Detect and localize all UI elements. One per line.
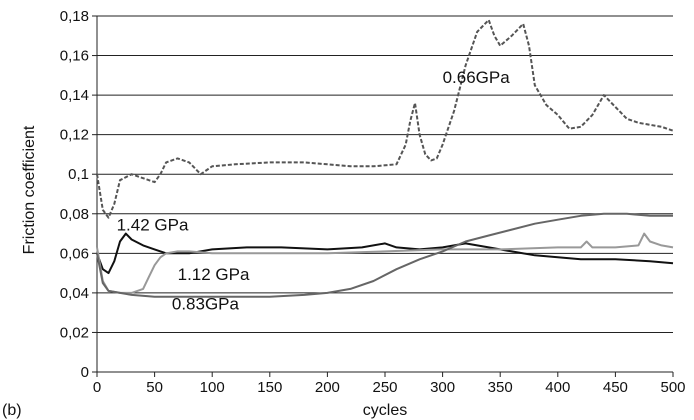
series-line-0-83gpa <box>96 212 673 298</box>
x-tick-label: 400 <box>545 379 570 396</box>
y-tick-label: 0,14 <box>60 87 89 104</box>
x-tick-label: 0 <box>93 379 101 396</box>
x-tick-label: 50 <box>146 379 163 396</box>
y-tick-label: 0,02 <box>60 324 89 341</box>
panel-label: (b) <box>2 402 22 419</box>
series-lines <box>96 19 674 298</box>
x-tick-label: 450 <box>603 379 628 396</box>
x-tick-label: 200 <box>315 379 340 396</box>
annotation-label: 0.66GPa <box>443 68 511 87</box>
y-tick-label: 0,06 <box>60 245 89 262</box>
y-tick-label: 0,04 <box>60 285 89 302</box>
y-tick-label: 0,08 <box>60 206 89 223</box>
x-tick-label: 100 <box>200 379 225 396</box>
gridlines <box>97 15 673 333</box>
series-line-1-12-gpa <box>96 232 674 294</box>
series-line-1-42-gpa <box>96 232 674 275</box>
x-tick-label: 150 <box>257 379 282 396</box>
annotations: 0.66GPa 1.42 GPa 1.12 GPa 0.83GPa <box>117 68 511 313</box>
annotation-label: 1.42 GPa <box>117 215 189 234</box>
series-line-0-66gpa <box>96 19 674 219</box>
y-tick-label: 0,12 <box>60 127 89 144</box>
x-tick-label: 350 <box>488 379 513 396</box>
y-tick-label: 0,18 <box>60 8 89 25</box>
x-tick-labels: 0 50 100 150 200 250 300 350 400 450 500 <box>93 379 686 396</box>
y-tick-labels: 0 0,02 0,04 0,06 0,08 0,1 0,12 0,14 0,16 0,18 <box>60 8 89 381</box>
y-tick-label: 0 <box>81 364 89 381</box>
y-axis-title: Friction coefficient <box>21 125 38 254</box>
x-tick-label: 300 <box>430 379 455 396</box>
y-tick-label: 0,16 <box>60 48 89 65</box>
x-tick-label: 250 <box>372 379 397 396</box>
annotation-label: 1.12 GPa <box>178 265 250 284</box>
x-tick-label: 500 <box>660 379 685 396</box>
y-tick-label: 0,1 <box>68 166 89 183</box>
axes <box>92 15 674 377</box>
annotation-label: 0.83GPa <box>172 295 240 314</box>
x-axis-title: cycles <box>363 402 407 419</box>
